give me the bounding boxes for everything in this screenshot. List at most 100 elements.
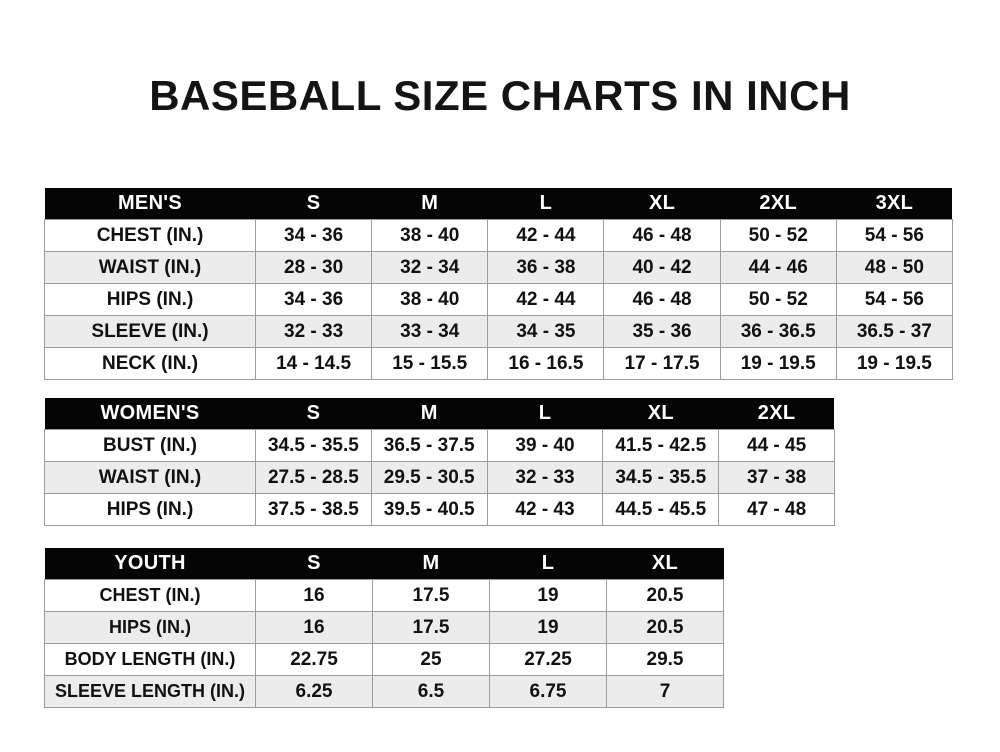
row-label: HIPS (IN.) <box>44 493 256 526</box>
measurement-cell: 36.5 - 37.5 <box>370 429 488 462</box>
measurement-cell: 46 - 48 <box>603 283 721 316</box>
measurement-cell: 16 - 16.5 <box>487 347 605 380</box>
row-label: HIPS (IN.) <box>44 611 256 644</box>
womens-header-size-xl: XL <box>602 398 719 430</box>
measurement-cell: 40 - 42 <box>603 251 721 284</box>
measurement-cell: 37 - 38 <box>718 461 835 494</box>
measurement-cell: 25 <box>372 643 490 676</box>
measurement-cell: 50 - 52 <box>719 219 837 252</box>
measurement-cell: 54 - 56 <box>835 283 953 316</box>
measurement-cell: 39 - 40 <box>486 429 604 462</box>
header-row: MEN'S S M L XL 2XL 3XL <box>44 188 953 220</box>
youth-header-category: YOUTH <box>44 548 256 580</box>
youth-header-size-xl: XL <box>606 548 724 580</box>
row-label: WAIST (IN.) <box>44 251 256 284</box>
table-row: SLEEVE (IN.) 32 - 33 33 - 34 34 - 35 35 - 36… <box>44 315 953 348</box>
measurement-cell: 48 - 50 <box>835 251 953 284</box>
measurement-cell: 46 - 48 <box>603 219 721 252</box>
measurement-cell: 33 - 34 <box>371 315 489 348</box>
measurement-cell: 54 - 56 <box>835 219 953 252</box>
measurement-cell: 17.5 <box>372 611 490 644</box>
measurement-cell: 20.5 <box>606 579 724 612</box>
row-label: SLEEVE (IN.) <box>44 315 256 348</box>
table-row: HIPS (IN.) 16 17.5 19 20.5 <box>44 611 724 644</box>
measurement-cell: 42 - 43 <box>486 493 604 526</box>
table-row: BUST (IN.) 34.5 - 35.5 36.5 - 37.5 39 - 40 4… <box>44 429 835 462</box>
measurement-cell: 47 - 48 <box>718 493 835 526</box>
measurement-cell: 32 - 33 <box>254 315 373 348</box>
womens-header-size-m: M <box>371 398 488 430</box>
measurement-cell: 38 - 40 <box>371 283 489 316</box>
mens-header-size-s: S <box>255 188 372 220</box>
measurement-cell: 36.5 - 37 <box>835 315 953 348</box>
measurement-cell: 28 - 30 <box>254 251 373 284</box>
measurement-cell: 34.5 - 35.5 <box>255 429 372 462</box>
measurement-cell: 34 - 36 <box>254 283 373 316</box>
measurement-cell: 44.5 - 45.5 <box>602 493 720 526</box>
measurement-cell: 14 - 14.5 <box>254 347 373 380</box>
measurement-cell: 29.5 - 30.5 <box>370 461 488 494</box>
measurement-cell: 16 <box>255 611 373 644</box>
measurement-cell: 34 - 35 <box>487 315 605 348</box>
table-row: SLEEVE LENGTH (IN.) 6.25 6.5 6.75 7 <box>44 675 724 708</box>
table-row: HIPS (IN.) 37.5 - 38.5 39.5 - 40.5 42 - 43 4… <box>44 493 835 526</box>
measurement-cell: 44 - 45 <box>718 429 835 462</box>
row-label: CHEST (IN.) <box>44 219 256 252</box>
youth-header-size-s: S <box>255 548 373 580</box>
measurement-cell: 29.5 <box>606 643 724 676</box>
row-label: BUST (IN.) <box>44 429 256 462</box>
row-label: BODY LENGTH (IN.) <box>44 643 256 676</box>
youth-size-chart: YOUTH S M L XL CHEST (IN.) 16 17.5 19 20.5 HIPS (I… <box>44 548 724 708</box>
page-title: BASEBALL SIZE CHARTS IN INCH <box>149 72 851 119</box>
womens-header-size-l: L <box>487 398 603 430</box>
measurement-cell: 37.5 - 38.5 <box>255 493 372 526</box>
measurement-cell: 27.5 - 28.5 <box>255 461 372 494</box>
table-row: WAIST (IN.) 27.5 - 28.5 29.5 - 30.5 32 - 33… <box>44 461 835 494</box>
measurement-cell: 20.5 <box>606 611 724 644</box>
youth-header-size-m: M <box>372 548 490 580</box>
row-label: NECK (IN.) <box>44 347 256 380</box>
table-row: NECK (IN.) 14 - 14.5 15 - 15.5 16 - 16.5 17 … <box>44 347 953 380</box>
row-label: SLEEVE LENGTH (IN.) <box>44 675 256 708</box>
measurement-cell: 16 <box>255 579 373 612</box>
measurement-cell: 15 - 15.5 <box>371 347 489 380</box>
womens-header-category: WOMEN'S <box>44 398 256 430</box>
womens-header-size-2xl: 2XL <box>718 398 835 430</box>
measurement-cell: 44 - 46 <box>719 251 837 284</box>
mens-size-chart: MEN'S S M L XL 2XL 3XL CHEST (IN.) 34 - 36 38 - 4… <box>44 188 953 380</box>
measurement-cell: 19 - 19.5 <box>835 347 953 380</box>
mens-header-size-xl: XL <box>603 188 721 220</box>
measurement-cell: 34 - 36 <box>254 219 373 252</box>
mens-header-size-m: M <box>371 188 488 220</box>
row-label: CHEST (IN.) <box>44 579 256 612</box>
measurement-cell: 42 - 44 <box>487 219 605 252</box>
measurement-cell: 32 - 34 <box>371 251 489 284</box>
measurement-cell: 38 - 40 <box>371 219 489 252</box>
measurement-cell: 19 - 19.5 <box>719 347 837 380</box>
row-label: HIPS (IN.) <box>44 283 256 316</box>
womens-header-size-s: S <box>255 398 372 430</box>
row-label: WAIST (IN.) <box>44 461 256 494</box>
measurement-cell: 6.75 <box>489 675 607 708</box>
table-row: CHEST (IN.) 34 - 36 38 - 40 42 - 44 46 - 48 5… <box>44 219 953 252</box>
measurement-cell: 22.75 <box>255 643 373 676</box>
measurement-cell: 7 <box>606 675 724 708</box>
measurement-cell: 50 - 52 <box>719 283 837 316</box>
mens-header-size-2xl: 2XL <box>720 188 837 220</box>
measurement-cell: 17 - 17.5 <box>603 347 721 380</box>
measurement-cell: 6.5 <box>372 675 490 708</box>
youth-header-size-l: L <box>489 548 607 580</box>
table-row: HIPS (IN.) 34 - 36 38 - 40 42 - 44 46 - 48 50… <box>44 283 953 316</box>
measurement-cell: 27.25 <box>489 643 607 676</box>
measurement-cell: 19 <box>489 579 607 612</box>
measurement-cell: 39.5 - 40.5 <box>370 493 488 526</box>
measurement-cell: 32 - 33 <box>486 461 604 494</box>
mens-header-size-3xl: 3XL <box>836 188 953 220</box>
mens-header-size-l: L <box>487 188 604 220</box>
table-row: CHEST (IN.) 16 17.5 19 20.5 <box>44 579 724 612</box>
table-row: BODY LENGTH (IN.) 22.75 25 27.25 29.5 <box>44 643 724 676</box>
table-row: WAIST (IN.) 28 - 30 32 - 34 36 - 38 40 - 42 4… <box>44 251 953 284</box>
measurement-cell: 36 - 36.5 <box>719 315 837 348</box>
measurement-cell: 36 - 38 <box>487 251 605 284</box>
